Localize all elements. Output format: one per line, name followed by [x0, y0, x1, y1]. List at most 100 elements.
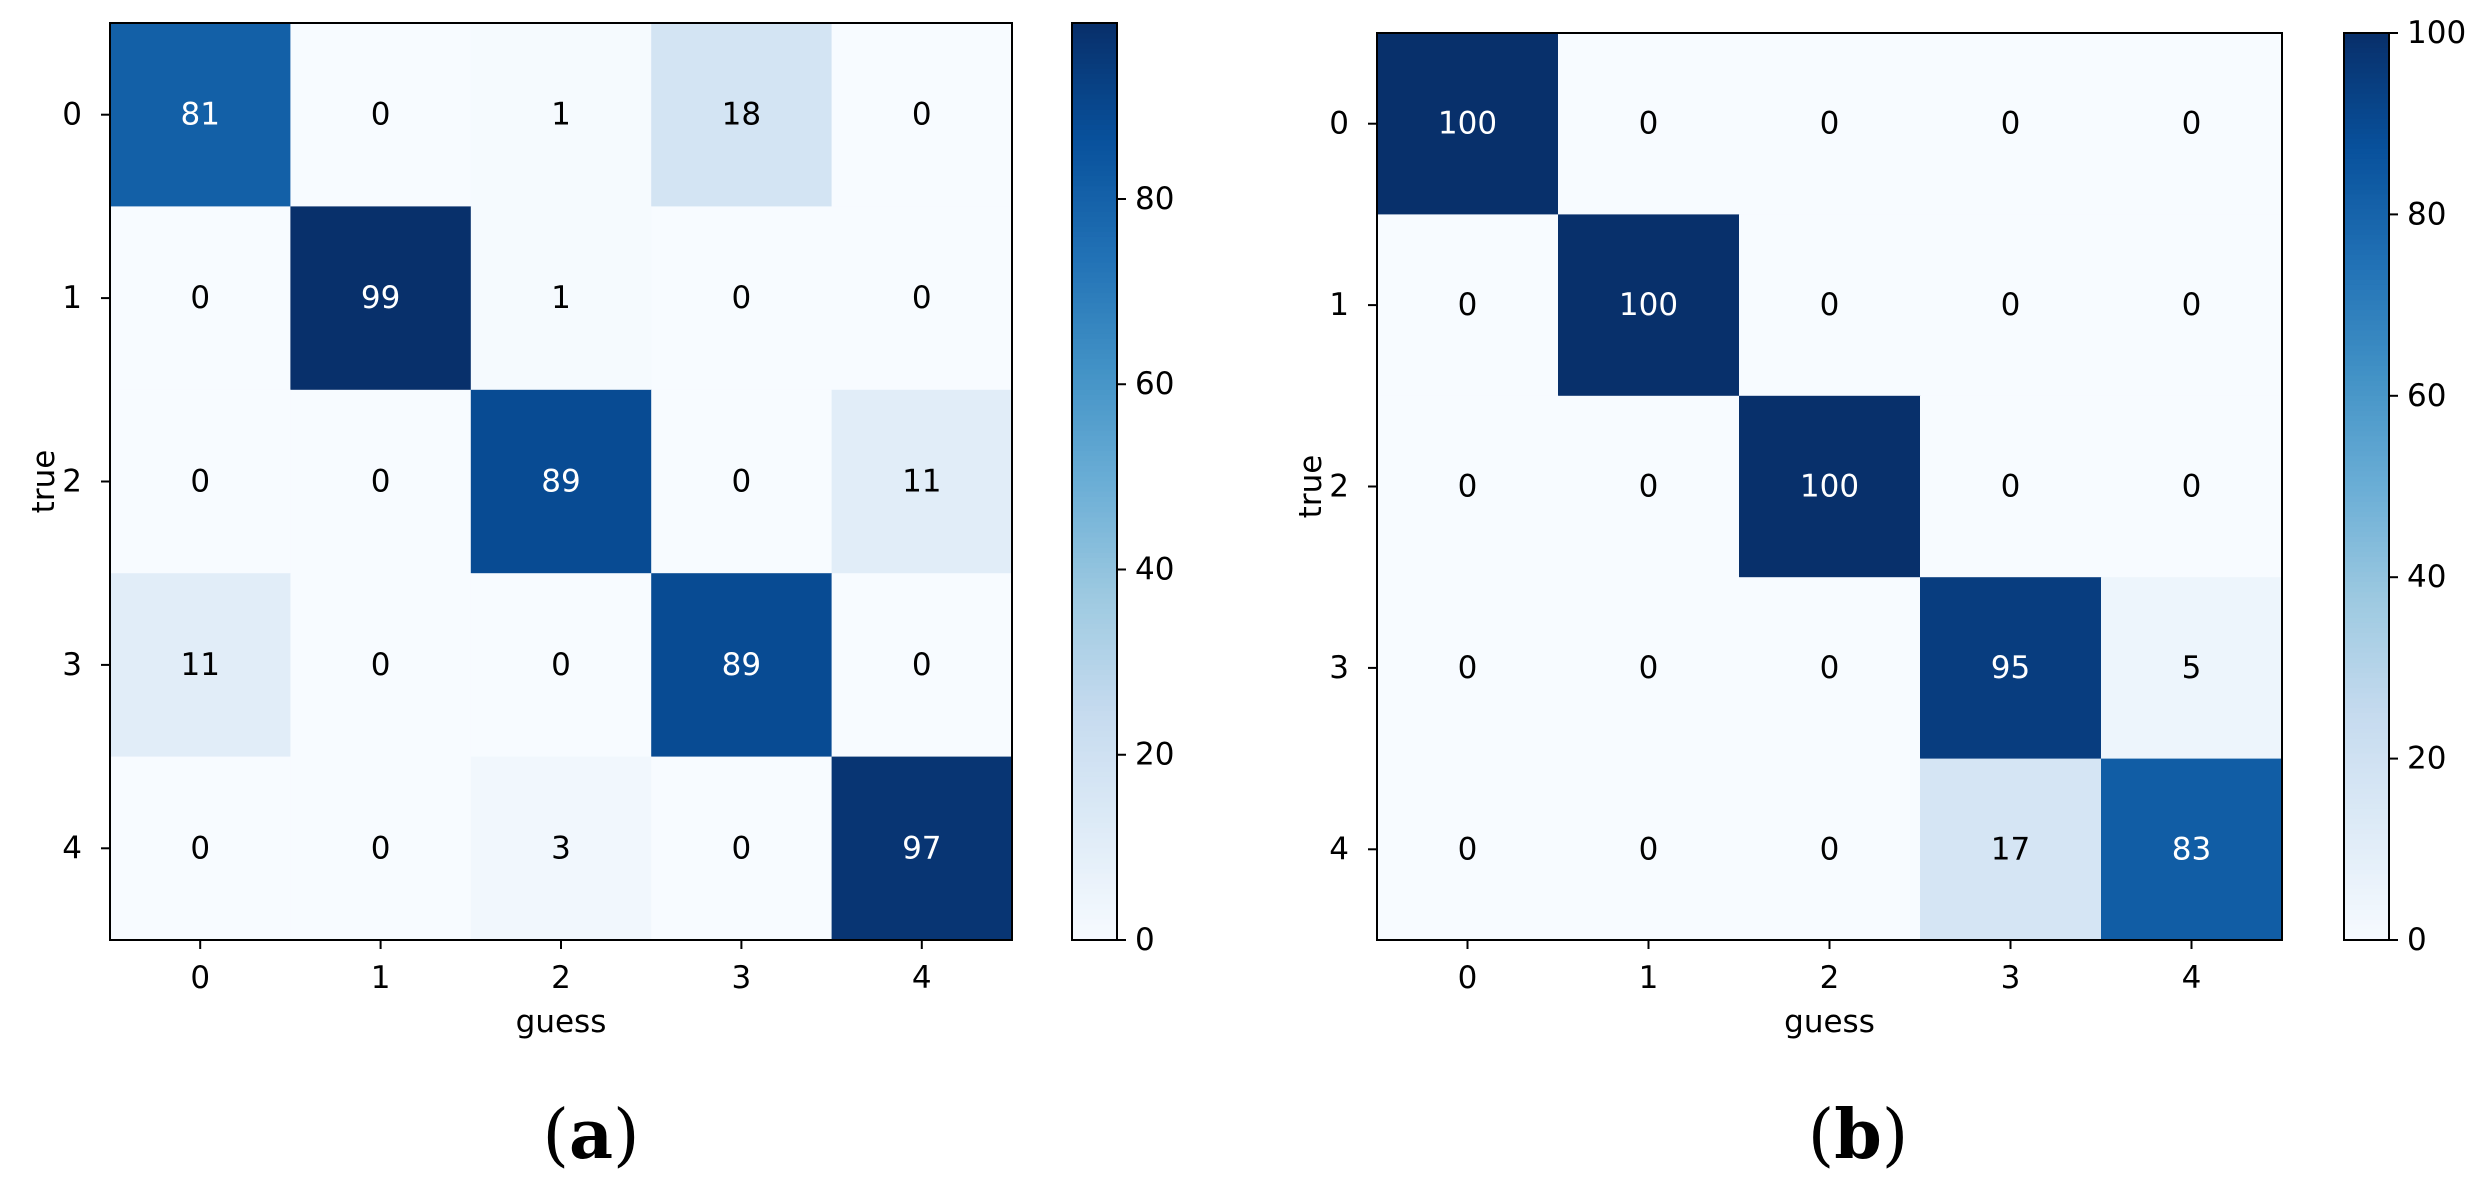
colorbar-tick-label: 60: [2407, 378, 2446, 414]
colorbar-strip: [2344, 607, 2389, 614]
colorbar-strip: [1072, 338, 1117, 345]
colorbar-strip: [1072, 201, 1117, 207]
colorbar-strip: [1072, 720, 1117, 727]
colorbar-strip: [2344, 763, 2389, 770]
colorbar-strip: [2344, 93, 2389, 100]
colorbar-strip: [1072, 598, 1117, 605]
y-axis-label: true: [26, 450, 62, 514]
heatmap-cell: [470, 756, 652, 941]
colorbar-strip: [2344, 330, 2389, 336]
colorbar-strip: [1072, 639, 1117, 646]
colorbar-strip: [1072, 410, 1117, 416]
colorbar-strip: [2344, 320, 2389, 326]
colorbar-strip: [2344, 677, 2389, 684]
colorbar-strip: [2344, 43, 2389, 49]
heatmap-cell: [1377, 33, 1559, 215]
colorbar-strip: [2344, 123, 2389, 130]
colorbar-strip: [2344, 536, 2389, 543]
colorbar-strip: [1072, 343, 1117, 350]
cell-value-label: 11: [902, 464, 941, 500]
colorbar-strip: [1072, 379, 1117, 386]
colorbar-strip: [1072, 466, 1117, 472]
colorbar-strip: [2344, 496, 2389, 503]
colorbar-strip: [1072, 619, 1117, 625]
colorbar-tick-label: 80: [1135, 181, 1174, 217]
heatmap-cell: [110, 389, 291, 574]
x-tick-label: 2: [551, 960, 571, 996]
colorbar-strip: [2344, 289, 2389, 296]
colorbar-strip: [2344, 68, 2389, 74]
heatmap-cell: [1739, 577, 1921, 760]
colorbar-strip: [2344, 436, 2389, 442]
heatmap-cell: [831, 756, 1013, 941]
colorbar-tick-label: 40: [2407, 559, 2446, 595]
colorbar-strip: [2344, 526, 2389, 533]
colorbar-strip: [1072, 216, 1117, 223]
colorbar-strip: [1072, 782, 1117, 788]
x-tick-label: 0: [190, 960, 210, 996]
colorbar-strip: [2344, 783, 2389, 790]
colorbar-strip: [2344, 793, 2389, 800]
heatmap-cell: [290, 206, 472, 391]
colorbar-strip: [1072, 853, 1117, 860]
colorbar-strip: [1072, 822, 1117, 829]
colorbar-strip: [2344, 829, 2389, 835]
colorbar-strip: [1072, 486, 1117, 493]
colorbar-strip: [1072, 506, 1117, 513]
colorbar-strip: [2344, 546, 2389, 553]
colorbar-strip: [2344, 667, 2389, 674]
colorbar-strip: [2344, 884, 2389, 891]
colorbar-strip: [2344, 824, 2389, 830]
colorbar-strip: [1072, 776, 1117, 783]
colorbar-strip: [2344, 254, 2389, 261]
colorbar-strip: [2344, 834, 2389, 840]
colorbar-strip: [1072, 140, 1117, 146]
colorbar-strip: [2344, 577, 2389, 583]
colorbar-strip: [2344, 209, 2389, 215]
cell-value-label: 5: [2182, 650, 2202, 686]
colorbar-strip: [1072, 741, 1117, 748]
colorbar-strip: [1072, 405, 1117, 411]
heatmap-cell: [651, 23, 833, 207]
colorbar-strip: [2344, 249, 2389, 256]
y-tick-label: 4: [62, 830, 82, 866]
colorbar-strip: [2344, 511, 2389, 518]
colorbar-strip: [1072, 109, 1117, 116]
colorbar-strip: [2344, 803, 2389, 810]
cell-value-label: 0: [912, 280, 932, 316]
colorbar-strip: [2344, 184, 2389, 190]
colorbar-strip: [1072, 726, 1117, 732]
colorbar-strip: [1072, 68, 1117, 75]
colorbar-strip: [2344, 390, 2389, 397]
heatmap-cell: [110, 206, 291, 391]
colorbar-strip: [2344, 501, 2389, 508]
colorbar-strip: [1072, 761, 1117, 768]
colorbar-strip: [2344, 622, 2389, 629]
cell-value-label: 0: [732, 464, 752, 500]
colorbar-strip: [2344, 919, 2389, 926]
colorbar-strip: [2344, 733, 2389, 740]
cell-value-label: 0: [1639, 650, 1659, 686]
heatmap-cell: [1558, 214, 1740, 397]
colorbar-strip: [1072, 573, 1117, 579]
colorbar-strip: [1072, 272, 1117, 279]
y-axis-label: true: [1293, 455, 1329, 519]
heatmap-cell: [1558, 395, 1740, 578]
colorbar-strip: [1072, 247, 1117, 253]
x-tick-label: 3: [732, 960, 752, 996]
colorbar-strip: [2344, 874, 2389, 881]
cell-value-label: 0: [1639, 469, 1659, 505]
colorbar-strip: [1072, 934, 1117, 941]
colorbar-strip: [1072, 196, 1117, 202]
colorbar-strip: [2344, 355, 2389, 362]
x-tick-label: 4: [912, 960, 932, 996]
heatmap-cell: [1377, 758, 1559, 941]
colorbar-strip: [1072, 277, 1117, 284]
colorbar-strip: [2344, 713, 2389, 719]
colorbar-strip: [1072, 374, 1117, 381]
cell-value-label: 89: [722, 647, 761, 683]
colorbar-strip: [1072, 868, 1117, 875]
heatmap-cell: [651, 206, 833, 391]
colorbar-strip: [2344, 451, 2389, 457]
colorbar-strip: [1072, 445, 1117, 452]
